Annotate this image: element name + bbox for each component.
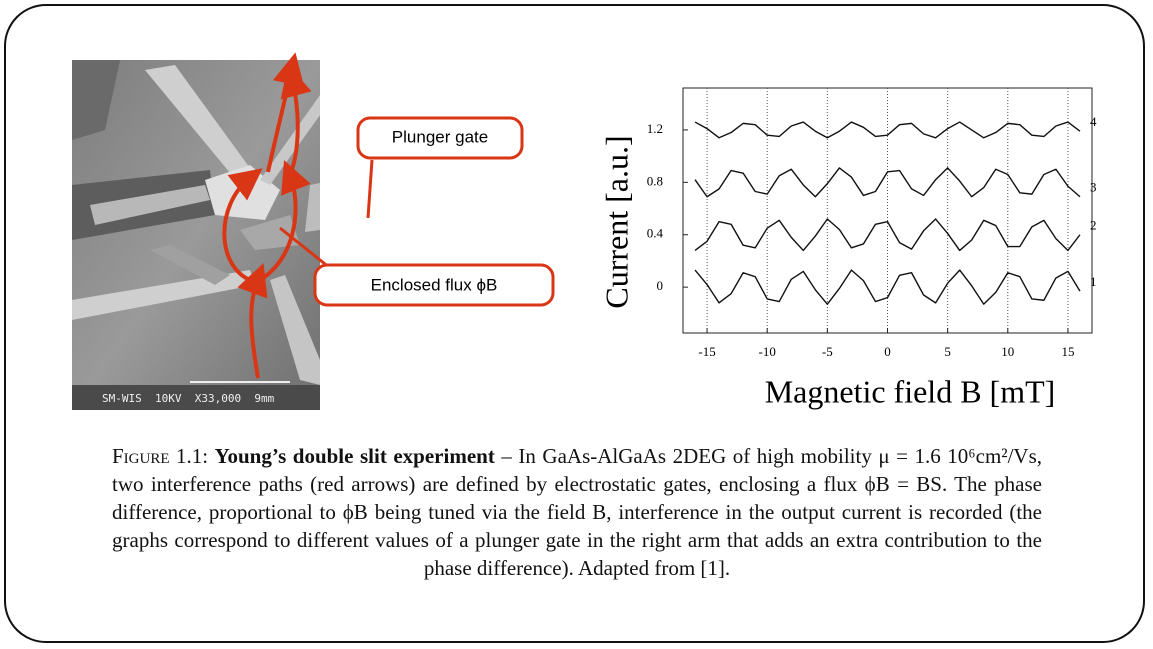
caption-title: Young’s double slit experiment	[214, 444, 495, 468]
x-tick-label: -5	[822, 344, 833, 359]
sem-info: SM-WIS 10KV X33,000 9mm	[102, 392, 275, 405]
chart: -15 -10 -5 0 5 10 15 0 0.4 0.8 1.2 Magnetic field B…	[598, 87, 1097, 409]
x-tick-label: -15	[698, 344, 715, 359]
x-tick-label: 5	[944, 344, 951, 359]
series-label: 4	[1090, 114, 1097, 129]
caption-label: Figure 1.1:	[112, 444, 209, 468]
sem-image: SM-WIS 10KV X33,000 9mm Plunger gate Enc…	[72, 52, 555, 410]
y-axis-label: Current [a.u.]	[598, 135, 634, 308]
y-tick-label: 0.4	[647, 226, 664, 241]
y-tick-label: 0.8	[647, 173, 663, 188]
annotation: Plunger gate	[392, 127, 488, 146]
frame	[4, 4, 1145, 643]
x-axis-label: Magnetic field B [mT]	[765, 373, 1056, 409]
series-label: 2	[1090, 218, 1097, 233]
series-label: 1	[1090, 274, 1097, 289]
x-tick-label: 15	[1061, 344, 1074, 359]
y-tick-label: 1.2	[647, 121, 663, 136]
caption: Figure 1.1: Young’s double slit experime…	[112, 442, 1042, 582]
data-line	[694, 269, 1081, 305]
data-line	[694, 218, 1081, 252]
series-label: 3	[1090, 180, 1097, 195]
data-line	[694, 167, 1081, 198]
y-tick-label: 0	[657, 278, 664, 293]
annotation: Enclosed flux ϕB	[371, 275, 498, 294]
x-tick-label: -10	[759, 344, 776, 359]
data-line	[694, 121, 1081, 139]
figure: SM-WIS 10KV X33,000 9mm Plunger gate Enc…	[72, 52, 1097, 410]
x-tick-label: 10	[1001, 344, 1014, 359]
x-tick-label: 0	[884, 344, 891, 359]
caption-text: – In GaAs-AlGaAs 2DEG of high mobility μ…	[112, 444, 1043, 580]
